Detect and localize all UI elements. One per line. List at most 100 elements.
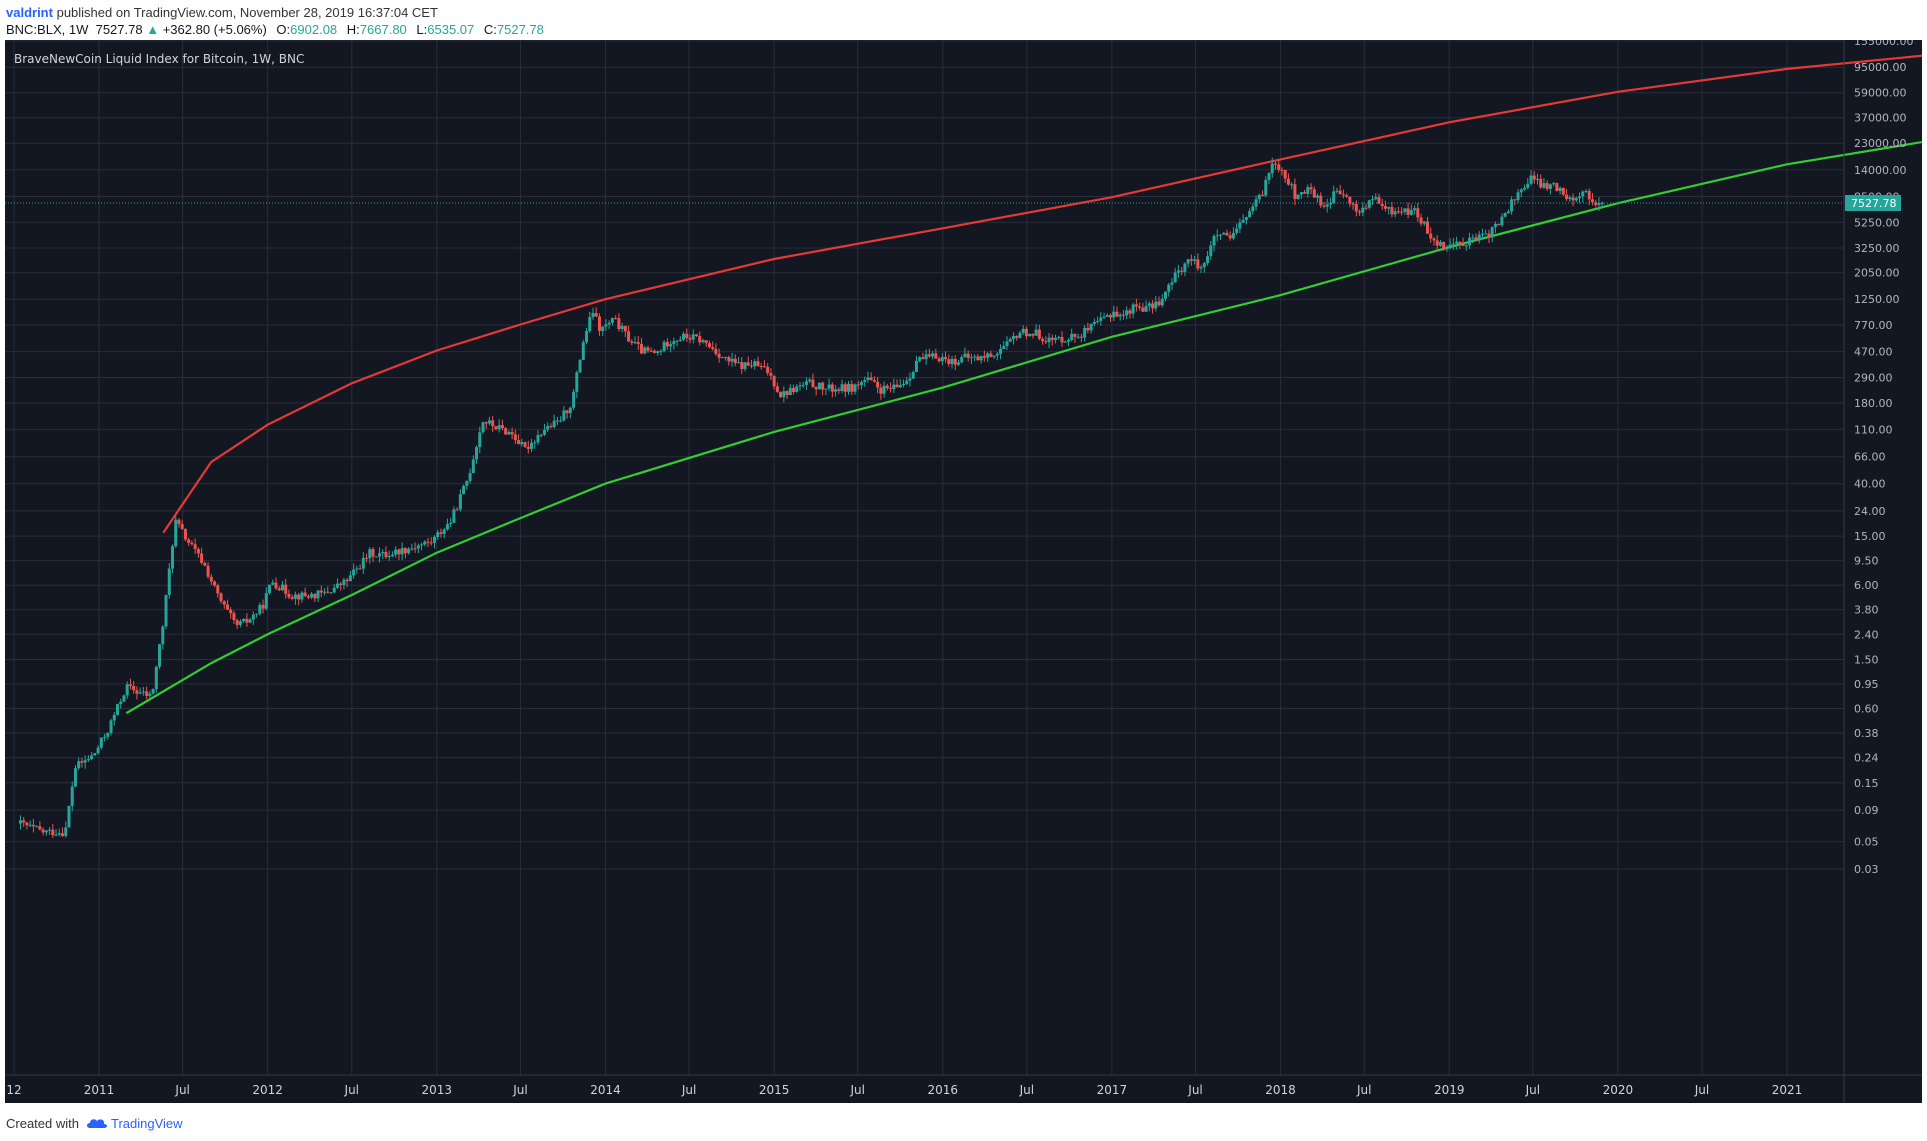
candle-down	[879, 387, 883, 394]
candle-down	[128, 684, 132, 686]
candle-up	[138, 692, 142, 694]
candle-down	[245, 618, 249, 623]
candle-up	[1361, 207, 1365, 213]
x-tick-label: 12	[6, 1083, 21, 1097]
x-tick-label: 2021	[1772, 1083, 1803, 1097]
y-tick-label: 37000.00	[1854, 112, 1907, 125]
candle-up	[1445, 248, 1449, 250]
candle-up	[449, 522, 453, 525]
candle-down	[339, 583, 343, 585]
candle-up	[578, 359, 582, 373]
candle-up	[374, 556, 378, 558]
y-tick-label: 95000.00	[1854, 61, 1907, 74]
candle-up	[154, 666, 158, 690]
candle-up	[471, 459, 475, 474]
candle-up	[795, 386, 799, 392]
upper-trendline	[162, 54, 1922, 534]
time-axis[interactable]: 12 2011 Jul 2012 Jul 2013 Jul 2014 Jul 2015 Jul 201…	[6, 1083, 1802, 1097]
candle-down	[746, 362, 750, 366]
candle-down	[1565, 194, 1569, 200]
tradingview-link[interactable]: TradingView	[111, 1116, 183, 1131]
candle-down	[1037, 329, 1041, 339]
candle-down	[1416, 208, 1420, 218]
candle-down	[937, 358, 941, 362]
candle-down	[821, 382, 825, 390]
price-chart[interactable]: BraveNewCoin Liquid Index for Bitcoin, 1…	[5, 40, 1922, 1103]
candle-up	[148, 693, 152, 696]
chart-title: BraveNewCoin Liquid Index for Bitcoin, 1…	[14, 52, 304, 66]
candle-up	[1477, 234, 1481, 241]
y-tick-label: 2.40	[1854, 628, 1879, 641]
candle-down	[225, 604, 229, 610]
candle-up	[607, 322, 611, 325]
x-tick-label: Jul	[1187, 1083, 1202, 1097]
candle-up	[67, 805, 71, 828]
candle-up	[1464, 245, 1468, 247]
candle-down	[31, 824, 35, 827]
price-axis[interactable]: 155000.00 95000.00 59000.00 37000.00 23000.0…	[1845, 40, 1914, 876]
candle-down	[429, 542, 433, 544]
candle-up	[1099, 317, 1103, 321]
candle-down	[274, 582, 278, 589]
candle-up	[1448, 244, 1452, 249]
candle-up	[1034, 329, 1038, 336]
symbol-label[interactable]: BNC:BLX, 1W	[6, 22, 89, 37]
close-value: 7527.78	[496, 22, 544, 37]
candle-down	[876, 381, 880, 388]
candle-down	[1555, 183, 1559, 191]
candle-up	[348, 575, 352, 582]
tradingview-cloud-icon	[86, 1117, 108, 1129]
candle-up	[986, 353, 990, 358]
candle-up	[481, 422, 485, 433]
candle-down	[1545, 183, 1549, 189]
candle-up	[1089, 323, 1093, 331]
candle-up	[559, 420, 563, 422]
candle-down	[1487, 233, 1491, 238]
candle-up	[1325, 204, 1329, 207]
candle-down	[1180, 270, 1184, 272]
candle-up	[724, 357, 728, 359]
candle-up	[853, 384, 857, 392]
candle-down	[216, 585, 220, 594]
candle-down	[1031, 333, 1035, 336]
candle-up	[669, 344, 673, 347]
candle-down	[209, 576, 213, 582]
candle-down	[1400, 211, 1404, 213]
candle-up	[908, 378, 912, 381]
last-price-badge-label: 7527.78	[1851, 197, 1897, 210]
author-link[interactable]: valdrint	[6, 5, 53, 20]
candle-up	[1374, 197, 1378, 200]
candle-down	[1189, 259, 1193, 261]
y-tick-label: 3.80	[1854, 604, 1879, 617]
candle-up	[1535, 178, 1539, 180]
candle-up	[1510, 199, 1514, 212]
candle-up	[1328, 203, 1332, 205]
candle-up	[420, 544, 424, 546]
candle-up	[1422, 221, 1426, 224]
y-tick-label: 290.00	[1854, 371, 1893, 384]
candle-up	[737, 362, 741, 364]
candle-down	[232, 613, 236, 621]
candle-up	[999, 348, 1003, 354]
candle-down	[190, 542, 194, 545]
candle-up	[381, 552, 385, 554]
x-tick-label: Jul	[174, 1083, 189, 1097]
candle-up	[1257, 194, 1261, 200]
candle-up	[323, 591, 327, 593]
candle-up	[1018, 332, 1022, 338]
candle-down	[313, 593, 317, 599]
candle-up	[1490, 226, 1494, 238]
candle-down	[717, 353, 721, 358]
candle-down	[837, 389, 841, 391]
candle-up	[1102, 316, 1106, 318]
candle-down	[872, 380, 876, 382]
y-tick-label: 15.00	[1854, 530, 1886, 543]
candle-down	[38, 826, 42, 830]
candle-down	[200, 553, 204, 563]
candle-down	[1406, 208, 1410, 215]
candle-down	[762, 366, 766, 368]
candle-down	[1351, 203, 1355, 205]
candle-up	[1167, 284, 1171, 292]
candle-down	[261, 604, 265, 609]
candle-up	[801, 384, 805, 386]
